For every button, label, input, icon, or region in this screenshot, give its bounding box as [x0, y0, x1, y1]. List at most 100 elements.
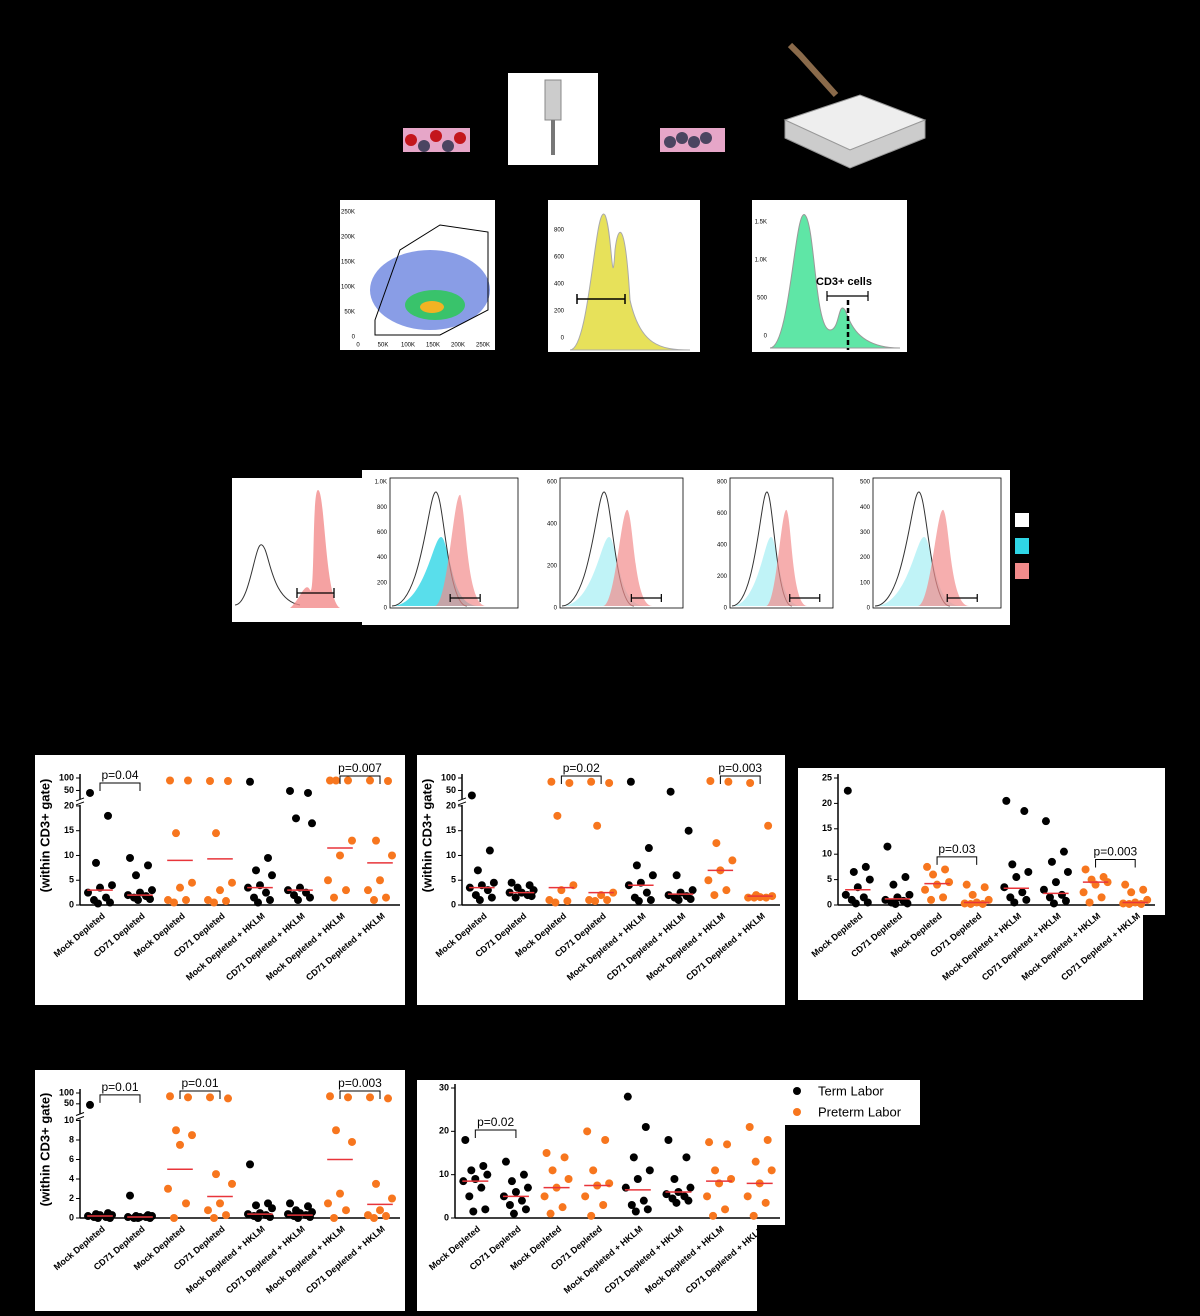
data-point	[1086, 898, 1094, 906]
data-point	[672, 1199, 680, 1207]
data-point	[647, 896, 655, 904]
data-point	[675, 896, 683, 904]
data-point	[376, 1206, 384, 1214]
flow-tick-label: 1.0K	[755, 258, 767, 264]
data-point	[673, 871, 681, 879]
data-point	[86, 789, 94, 797]
y-tick-label: 5	[451, 875, 456, 885]
data-point	[188, 879, 196, 887]
data-point	[132, 871, 140, 879]
dot-plot: 0510152050100(within CD3+ gate)Mock Depl…	[35, 755, 405, 1005]
data-point	[1064, 868, 1072, 876]
data-point	[705, 1138, 713, 1146]
data-point	[762, 894, 770, 902]
data-point	[711, 1166, 719, 1174]
flow-tick-label: 100K	[341, 285, 355, 291]
data-point	[624, 1093, 632, 1101]
data-point	[645, 844, 653, 852]
data-point	[670, 1175, 678, 1183]
data-point	[134, 896, 142, 904]
data-point	[587, 1212, 595, 1220]
data-point	[549, 1166, 557, 1174]
data-point	[166, 1092, 174, 1100]
data-point	[1002, 797, 1010, 805]
data-point	[206, 777, 214, 785]
y-tick-label: 15	[446, 825, 456, 835]
data-point	[941, 865, 949, 873]
data-point	[1040, 886, 1048, 894]
data-point	[324, 876, 332, 884]
flow-tick-label: 200	[717, 574, 728, 580]
y-tick-label: 10	[64, 850, 74, 860]
data-point	[686, 1184, 694, 1192]
data-point	[286, 1199, 294, 1207]
data-point	[1139, 886, 1147, 894]
flow-tick-label: 200	[860, 555, 871, 561]
data-point	[543, 1149, 551, 1157]
data-point	[565, 779, 573, 787]
data-point	[921, 886, 929, 894]
cell-icon	[700, 132, 712, 144]
flow-tick-label: 800	[717, 480, 728, 486]
data-point	[862, 863, 870, 871]
data-point	[176, 1141, 184, 1149]
data-point	[563, 897, 571, 905]
y-tick-label: 0	[444, 1212, 449, 1222]
flow-tick-label: 200	[547, 564, 558, 570]
data-point	[486, 847, 494, 855]
data-point	[635, 897, 643, 905]
data-point	[382, 1212, 390, 1220]
data-point	[146, 895, 154, 903]
data-point	[633, 861, 641, 869]
data-point	[864, 898, 872, 906]
data-point	[1024, 868, 1032, 876]
data-point	[222, 1211, 230, 1219]
flow-tick-label: 500	[757, 296, 768, 302]
data-point	[308, 819, 316, 827]
legend-swatch	[1015, 538, 1029, 554]
y-tick-label: 10	[446, 850, 456, 860]
data-point	[644, 1205, 652, 1213]
legend: Term LaborPreterm Labor	[785, 1080, 920, 1125]
data-point	[294, 896, 302, 904]
column-tip	[551, 120, 555, 155]
data-point	[286, 787, 294, 795]
data-point	[224, 1094, 232, 1102]
flow-tick-label: 600	[547, 480, 558, 486]
legend-swatch	[1015, 563, 1029, 579]
data-point	[344, 1093, 352, 1101]
p-value: p=0.003	[338, 1076, 382, 1090]
data-point	[1060, 848, 1068, 856]
data-point	[216, 886, 224, 894]
y-tick-label: 50	[446, 785, 456, 795]
data-point	[170, 1214, 178, 1222]
flow-tick-label: 100	[860, 580, 871, 586]
data-point	[979, 900, 987, 908]
data-point	[382, 894, 390, 902]
flow-tick-label: 50K	[378, 343, 389, 349]
data-point	[591, 897, 599, 905]
y-tick-label: 20	[822, 798, 832, 808]
data-point	[254, 899, 262, 907]
data-point	[476, 896, 484, 904]
data-point	[266, 896, 274, 904]
data-point	[206, 1093, 214, 1101]
data-point	[468, 791, 476, 799]
plot-background	[798, 768, 1165, 915]
data-point	[649, 871, 657, 879]
data-point	[246, 1160, 254, 1168]
y-tick-label: 10	[64, 1115, 74, 1125]
flow-tick-label: 400	[377, 555, 388, 561]
y-tick-label: 50	[64, 1098, 74, 1108]
data-point	[512, 1188, 520, 1196]
data-point	[603, 896, 611, 904]
data-point	[664, 1136, 672, 1144]
data-point	[752, 1158, 760, 1166]
flow-tick-label: 1.5K	[755, 220, 767, 226]
data-point	[144, 861, 152, 869]
legend-label: Term Labor	[818, 1083, 884, 1098]
data-point	[252, 1201, 260, 1209]
data-point	[927, 896, 935, 904]
data-point	[332, 1126, 340, 1134]
legend-marker	[793, 1087, 801, 1095]
